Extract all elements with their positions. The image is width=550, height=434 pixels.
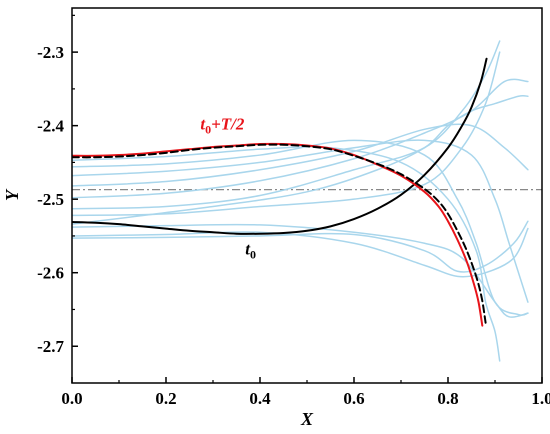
x-tick-label: 0.4 [249,389,271,408]
series-line-0-black-solid [72,57,488,235]
series-layer [72,40,542,362]
x-tick-label: 0.2 [155,389,176,408]
annotation-layer: t0+T/2 t0 [200,114,256,261]
y-tick-label: -2.6 [37,264,64,283]
y-axis-title: Y [2,188,22,201]
x-tick-label: 1.0 [531,389,550,408]
series-line-7-light-blue [72,78,529,199]
y-tick-label: -2.3 [37,43,64,62]
curve-annotation-1: t0 [245,239,256,261]
series-line-4-light-blue [72,139,529,316]
series-line-12-light-blue [72,220,529,273]
x-axis-title: X [300,409,314,429]
series-line-3-light-blue [72,146,501,362]
series-line-10-light-blue [72,223,529,318]
tick-layer: 0.0 0.2 0.4 0.6 0.8 1.0 -2.7 -2.6 -2.5 -2.4 -2.3 [37,14,550,408]
curve-annotation-0: t0+T/2 [200,114,245,136]
x-tick-label: 0.8 [437,389,458,408]
series-line-2-black-dashed [72,143,487,324]
series-line-9-light-blue [72,51,501,217]
series-line-13-light-blue [72,94,529,225]
x-tick-label: 0.0 [61,389,82,408]
x-tick-label: 0.6 [343,389,364,408]
series-line-6-light-blue [72,123,529,187]
series-line-11-light-blue [72,227,529,278]
y-tick-label: -2.7 [37,337,64,356]
y-tick-label: -2.5 [37,190,64,209]
y-tick-label: -2.4 [37,117,64,136]
